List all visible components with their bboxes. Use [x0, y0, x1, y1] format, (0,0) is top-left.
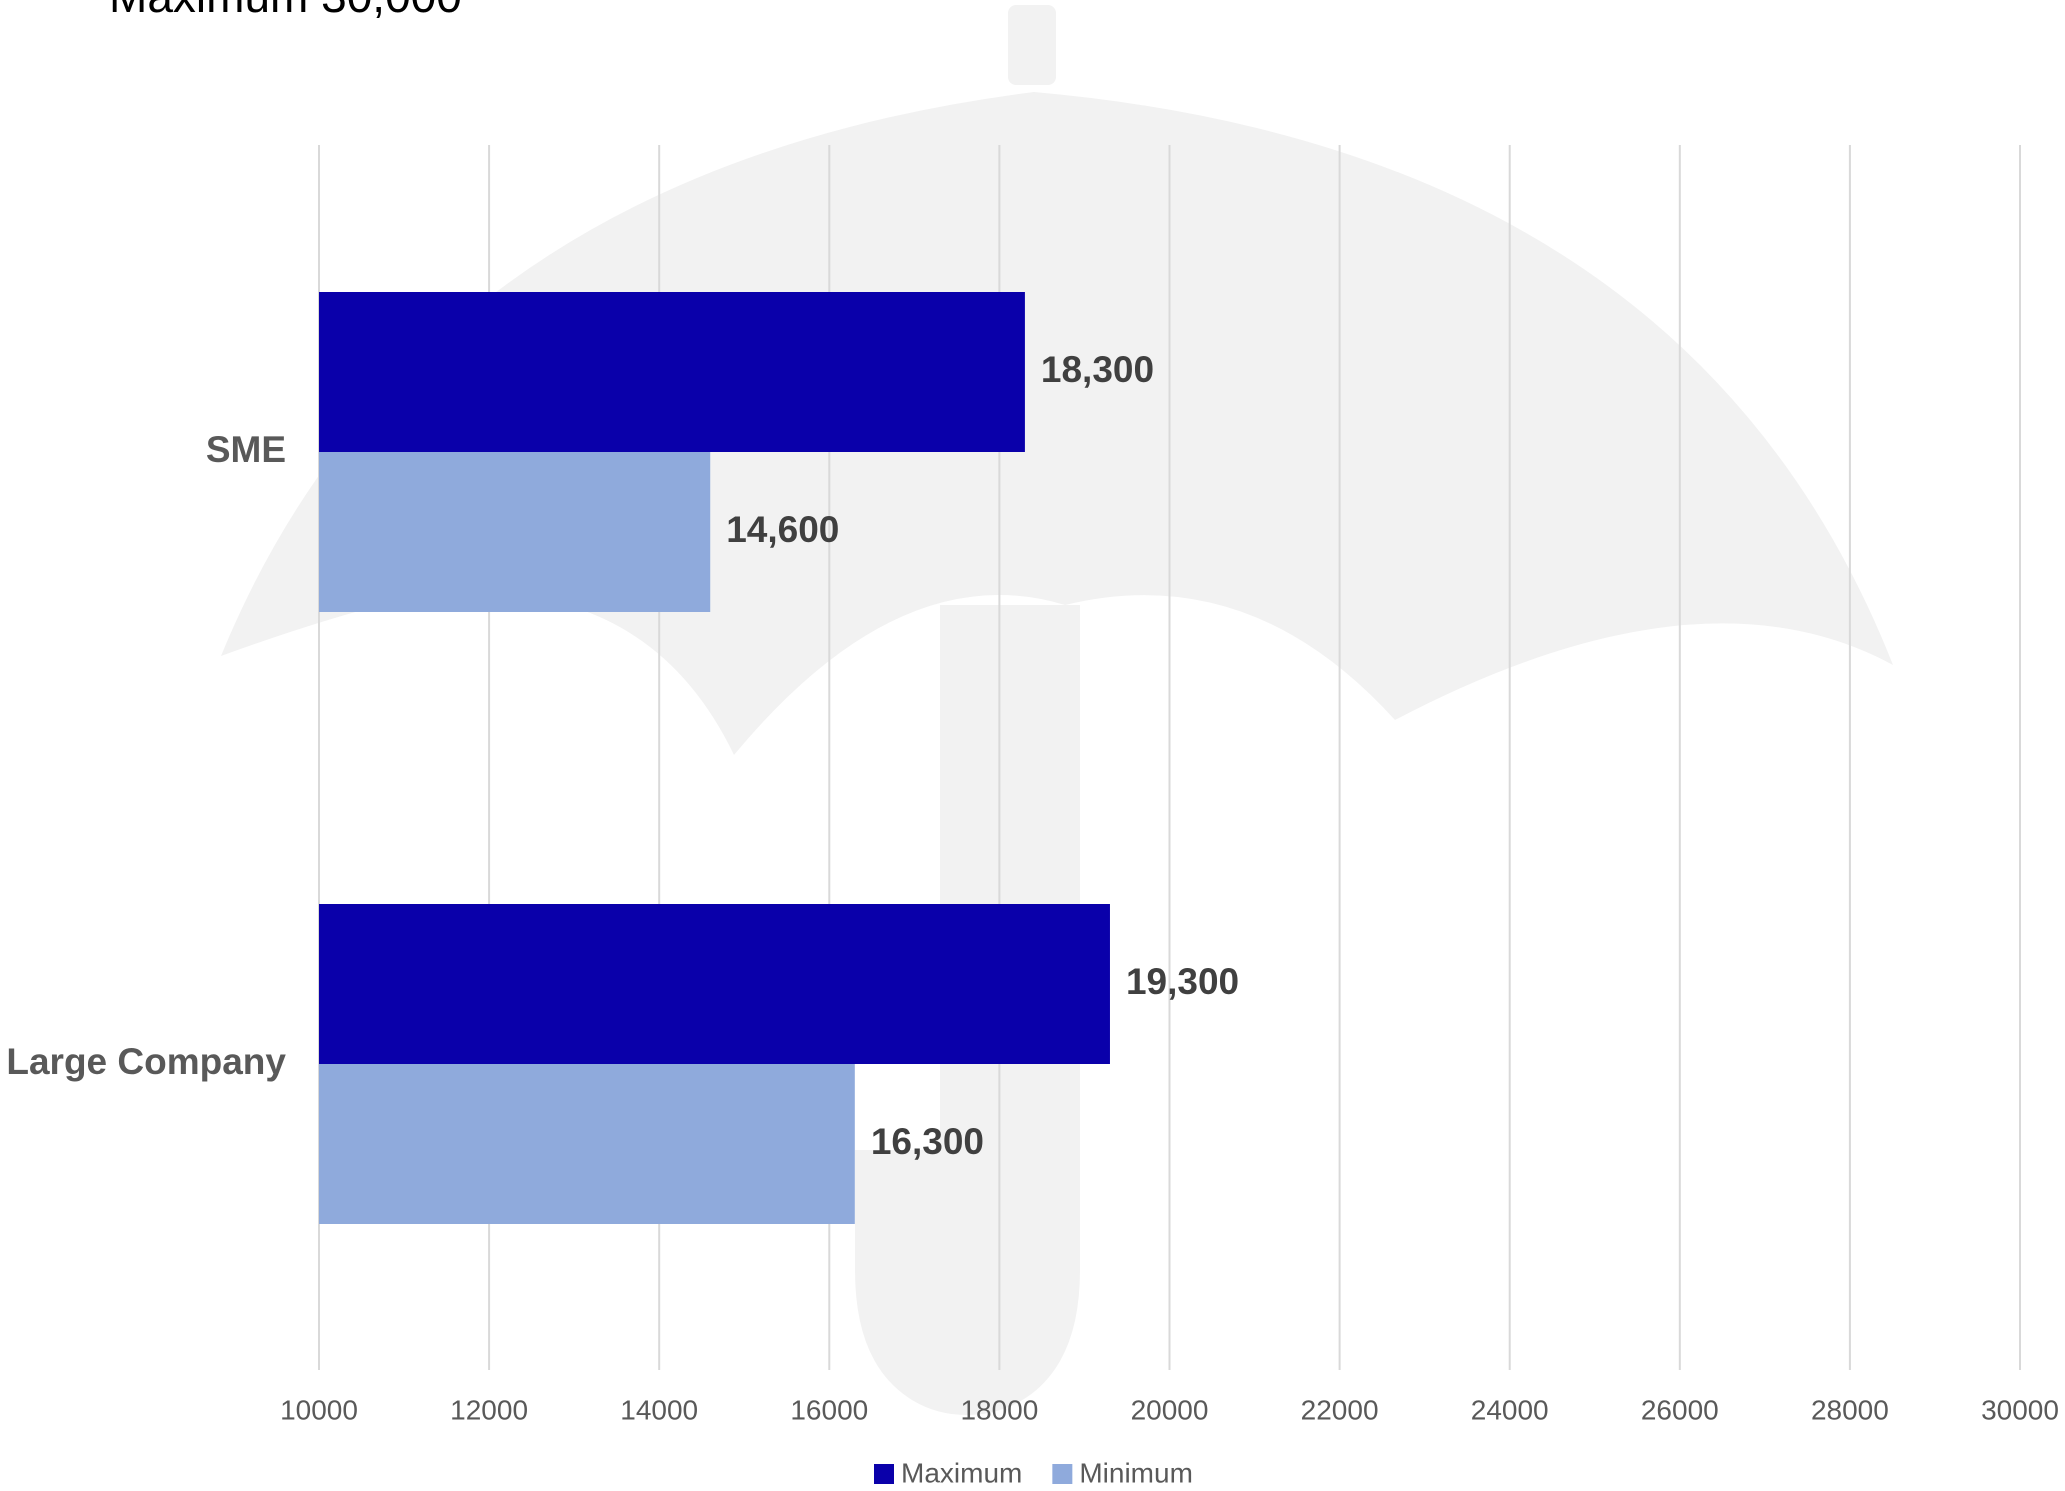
y-tick-label: Large Company [6, 1041, 286, 1082]
legend-label: Maximum [901, 1457, 1022, 1488]
data-label: 14,600 [726, 509, 839, 550]
bar [319, 452, 711, 612]
x-tick-label: 10000 [280, 1394, 358, 1425]
x-tick-label: 20000 [1131, 1394, 1209, 1425]
data-label: 19,300 [1126, 961, 1239, 1002]
bar [319, 1064, 855, 1224]
legend-swatch [874, 1464, 894, 1484]
data-label: 16,300 [871, 1121, 984, 1162]
chart-title: Maximum 30,000 [109, 0, 462, 22]
x-tick-label: 24000 [1471, 1394, 1549, 1425]
bar [319, 904, 1110, 1064]
x-tick-label: 18000 [960, 1394, 1038, 1425]
legend-label: Minimum [1079, 1457, 1193, 1488]
y-tick-label: SME [206, 429, 286, 470]
bar [319, 292, 1025, 452]
x-tick-label: 22000 [1301, 1394, 1379, 1425]
x-tick-label: 28000 [1811, 1394, 1889, 1425]
x-tick-label: 14000 [620, 1394, 698, 1425]
x-tick-label: 30000 [1981, 1394, 2059, 1425]
x-tick-label: 12000 [450, 1394, 528, 1425]
x-tick-label: 16000 [790, 1394, 868, 1425]
data-label: 18,300 [1041, 349, 1154, 390]
legend-swatch [1052, 1464, 1073, 1484]
x-tick-label: 26000 [1641, 1394, 1719, 1425]
